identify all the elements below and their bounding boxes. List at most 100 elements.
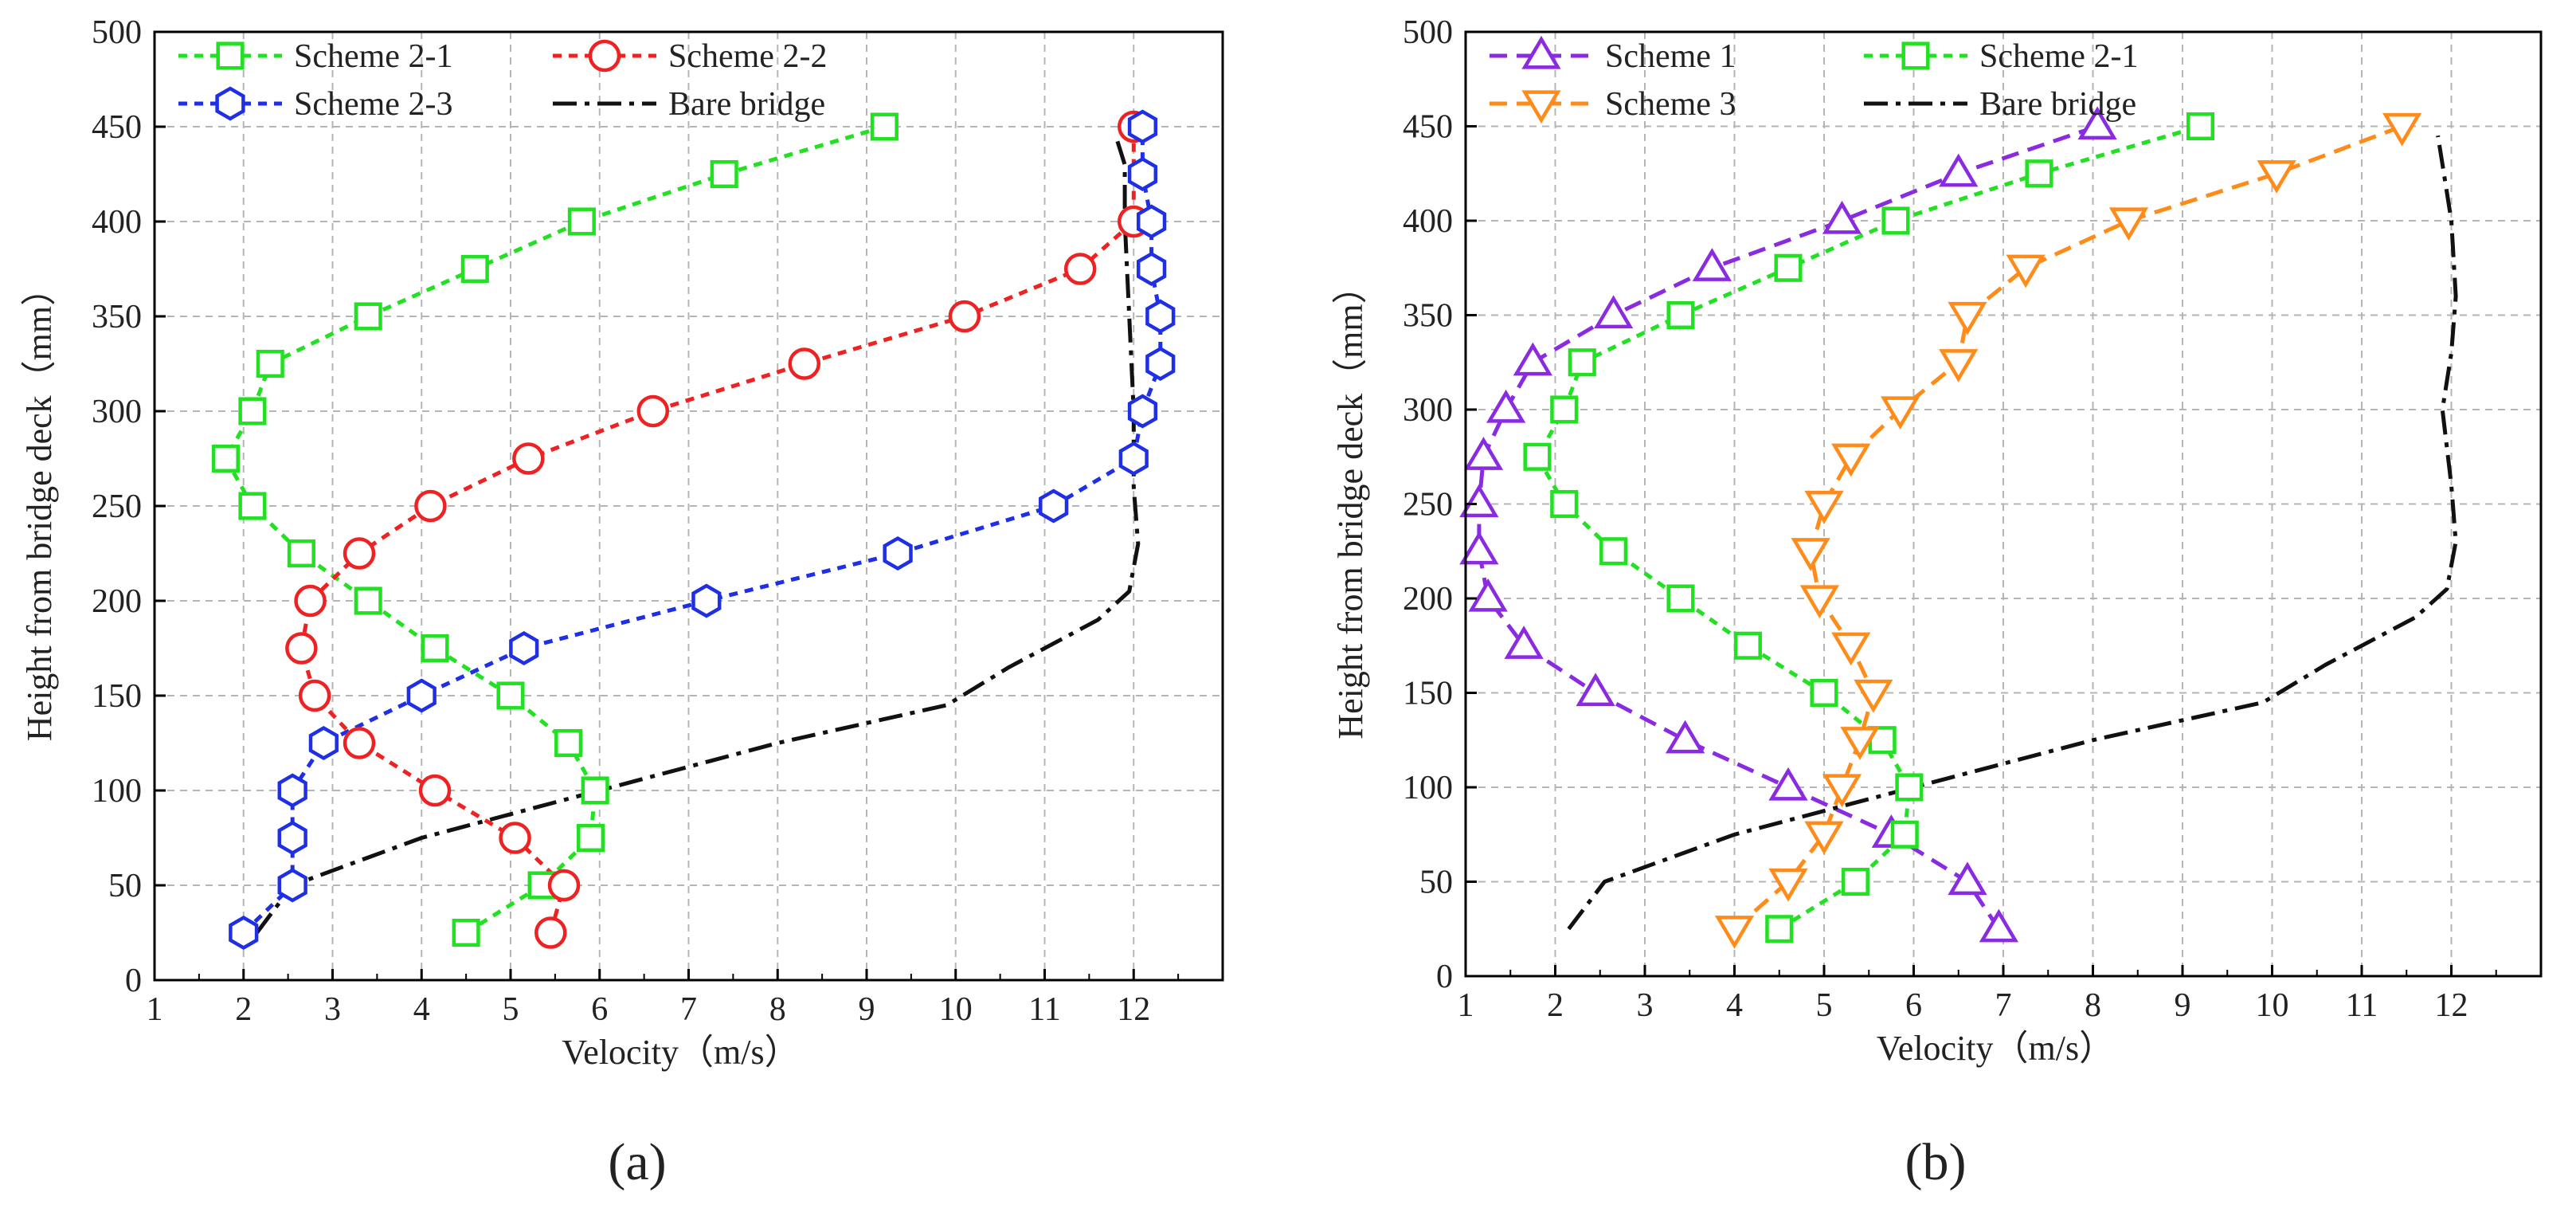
data-point-scheme-1 <box>1822 200 1862 234</box>
data-point-scheme-2-3 <box>691 583 722 618</box>
data-point-scheme-2-3 <box>509 631 539 665</box>
data-point-scheme-1 <box>1459 484 1499 518</box>
y-tick-label: 250 <box>92 488 142 525</box>
legend-marker <box>588 39 621 73</box>
data-point-scheme-3 <box>1804 821 1844 855</box>
data-point-scheme-2-1 <box>1550 395 1579 424</box>
data-point-scheme-2-1 <box>452 918 480 947</box>
series-line-scheme-2-1 <box>223 124 886 935</box>
data-point-scheme-1 <box>1593 295 1634 329</box>
data-point-scheme-2-3 <box>1127 157 1158 192</box>
data-point-scheme-2-2 <box>298 679 331 712</box>
legend-label: Bare bridge <box>1979 86 2136 123</box>
data-point-scheme-2-1 <box>1765 915 1794 943</box>
data-point-scheme-2-3 <box>1127 109 1158 144</box>
data-point-scheme-2-2 <box>788 347 821 380</box>
x-tick-label: 3 <box>1637 987 1654 1024</box>
x-tick-label: 5 <box>503 991 519 1028</box>
data-point-scheme-2-1 <box>577 823 605 853</box>
data-point-scheme-3 <box>1714 916 1755 949</box>
legend-marker <box>216 41 245 70</box>
data-point-scheme-2-1 <box>554 728 583 758</box>
legend-entry: Scheme 2-2 <box>553 38 827 75</box>
data-point-scheme-1 <box>1576 673 1615 707</box>
panel-b: 1 2 3 4 5 6 7 8 9 10 11 120501001502002503003504004… <box>1331 14 2543 1191</box>
series-line-scheme-2-3 <box>242 127 1163 935</box>
data-point-scheme-2-1 <box>2025 159 2053 188</box>
legend-label: Scheme 2-3 <box>294 86 452 123</box>
legend-label: Scheme 2-2 <box>668 38 827 75</box>
x-tick-label: 5 <box>1816 987 1833 1024</box>
series-line-scheme-1 <box>1477 124 2098 931</box>
data-point-scheme-2-1 <box>496 681 525 710</box>
data-point-scheme-3 <box>2382 112 2422 147</box>
data-point-scheme-2-1 <box>581 776 609 805</box>
legend-label: Scheme 2-1 <box>1979 38 2138 75</box>
data-point-scheme-2-1 <box>567 207 596 236</box>
x-tick-label: 8 <box>2085 987 2101 1024</box>
x-tick-label: 3 <box>324 991 341 1028</box>
y-tick-label: 450 <box>92 109 142 146</box>
data-point-scheme-1 <box>1665 720 1705 754</box>
x-tick-label: 9 <box>2175 987 2191 1024</box>
data-point-scheme-2-3 <box>277 868 307 903</box>
series-line-bare-bridge <box>255 135 1141 935</box>
series-line-bare-bridge <box>1567 135 2458 931</box>
data-point-scheme-2-1 <box>256 349 284 379</box>
y-tick-label: 200 <box>1403 581 1453 618</box>
data-point-scheme-2-1 <box>1881 206 1910 235</box>
x-tick-label: 1 <box>147 991 163 1028</box>
series-line-scheme-2-1 <box>1535 124 2202 931</box>
data-point-scheme-1 <box>1504 626 1544 659</box>
data-point-scheme-3 <box>1939 349 1979 382</box>
y-axis-label-a: Height from bridge deck（mm） <box>20 271 59 741</box>
data-point-scheme-1 <box>1948 861 1987 896</box>
data-point-scheme-2-2 <box>534 916 567 949</box>
data-point-scheme-3 <box>2257 160 2296 194</box>
y-tick-label: 0 <box>1436 959 1453 995</box>
ticks-b: 1 2 3 4 5 6 7 8 9 10 11 120501001502002503003504004… <box>1403 14 2497 1024</box>
legend-entry: Scheme 2-3 <box>178 86 452 123</box>
data-point-scheme-2-2 <box>948 300 981 333</box>
series-b <box>1459 106 2458 949</box>
x-tick-label: 10 <box>2256 987 2289 1024</box>
data-point-scheme-2-1 <box>710 159 738 189</box>
data-point-scheme-1 <box>1459 531 1499 565</box>
data-point-scheme-2-3 <box>277 773 307 808</box>
data-point-scheme-2-3 <box>406 678 437 713</box>
x-tick-label: 6 <box>591 991 608 1028</box>
legend-entry: Bare bridge <box>553 86 825 123</box>
legend-entry: Bare bridge <box>1864 86 2136 123</box>
data-point-scheme-3 <box>1948 301 1987 335</box>
data-point-scheme-2-1 <box>1774 253 1803 282</box>
data-point-scheme-2-1 <box>211 444 240 473</box>
data-point-scheme-2-2 <box>1063 253 1097 285</box>
y-tick-label: 100 <box>92 773 142 810</box>
legend-entry: Scheme 3 <box>1490 86 1736 124</box>
x-tick-label: 9 <box>859 991 875 1028</box>
data-point-scheme-3 <box>1822 774 1862 808</box>
y-tick-label: 0 <box>125 963 142 999</box>
x-tick-label: 8 <box>769 991 786 1028</box>
y-tick-label: 150 <box>92 678 142 715</box>
legend-label: Scheme 2-1 <box>294 38 452 75</box>
data-point-scheme-2-1 <box>1599 537 1628 566</box>
data-point-scheme-2-1 <box>287 539 315 568</box>
x-tick-label: 12 <box>2435 987 2468 1024</box>
data-point-scheme-2-1 <box>1733 631 1762 660</box>
panel-label-a: (a) <box>608 1133 666 1191</box>
y-tick-label: 300 <box>92 394 142 430</box>
grid-a <box>155 32 1223 980</box>
data-point-scheme-3 <box>1854 679 1893 713</box>
y-tick-label: 450 <box>1403 109 1453 146</box>
panel-label-b: (b) <box>1905 1133 1967 1191</box>
data-point-scheme-2-2 <box>636 394 670 428</box>
data-point-scheme-2-2 <box>499 822 531 854</box>
y-tick-label: 250 <box>1403 487 1453 524</box>
data-point-scheme-3 <box>1880 396 1920 430</box>
panel-a: 1 2 3 4 5 6 7 8 9 10 11 120501001502002503003504004… <box>20 14 1224 1191</box>
y-tick-label: 350 <box>1403 298 1453 335</box>
data-point-scheme-2-1 <box>870 112 898 141</box>
data-point-scheme-2-3 <box>1145 346 1176 382</box>
data-point-scheme-1 <box>1768 767 1808 801</box>
